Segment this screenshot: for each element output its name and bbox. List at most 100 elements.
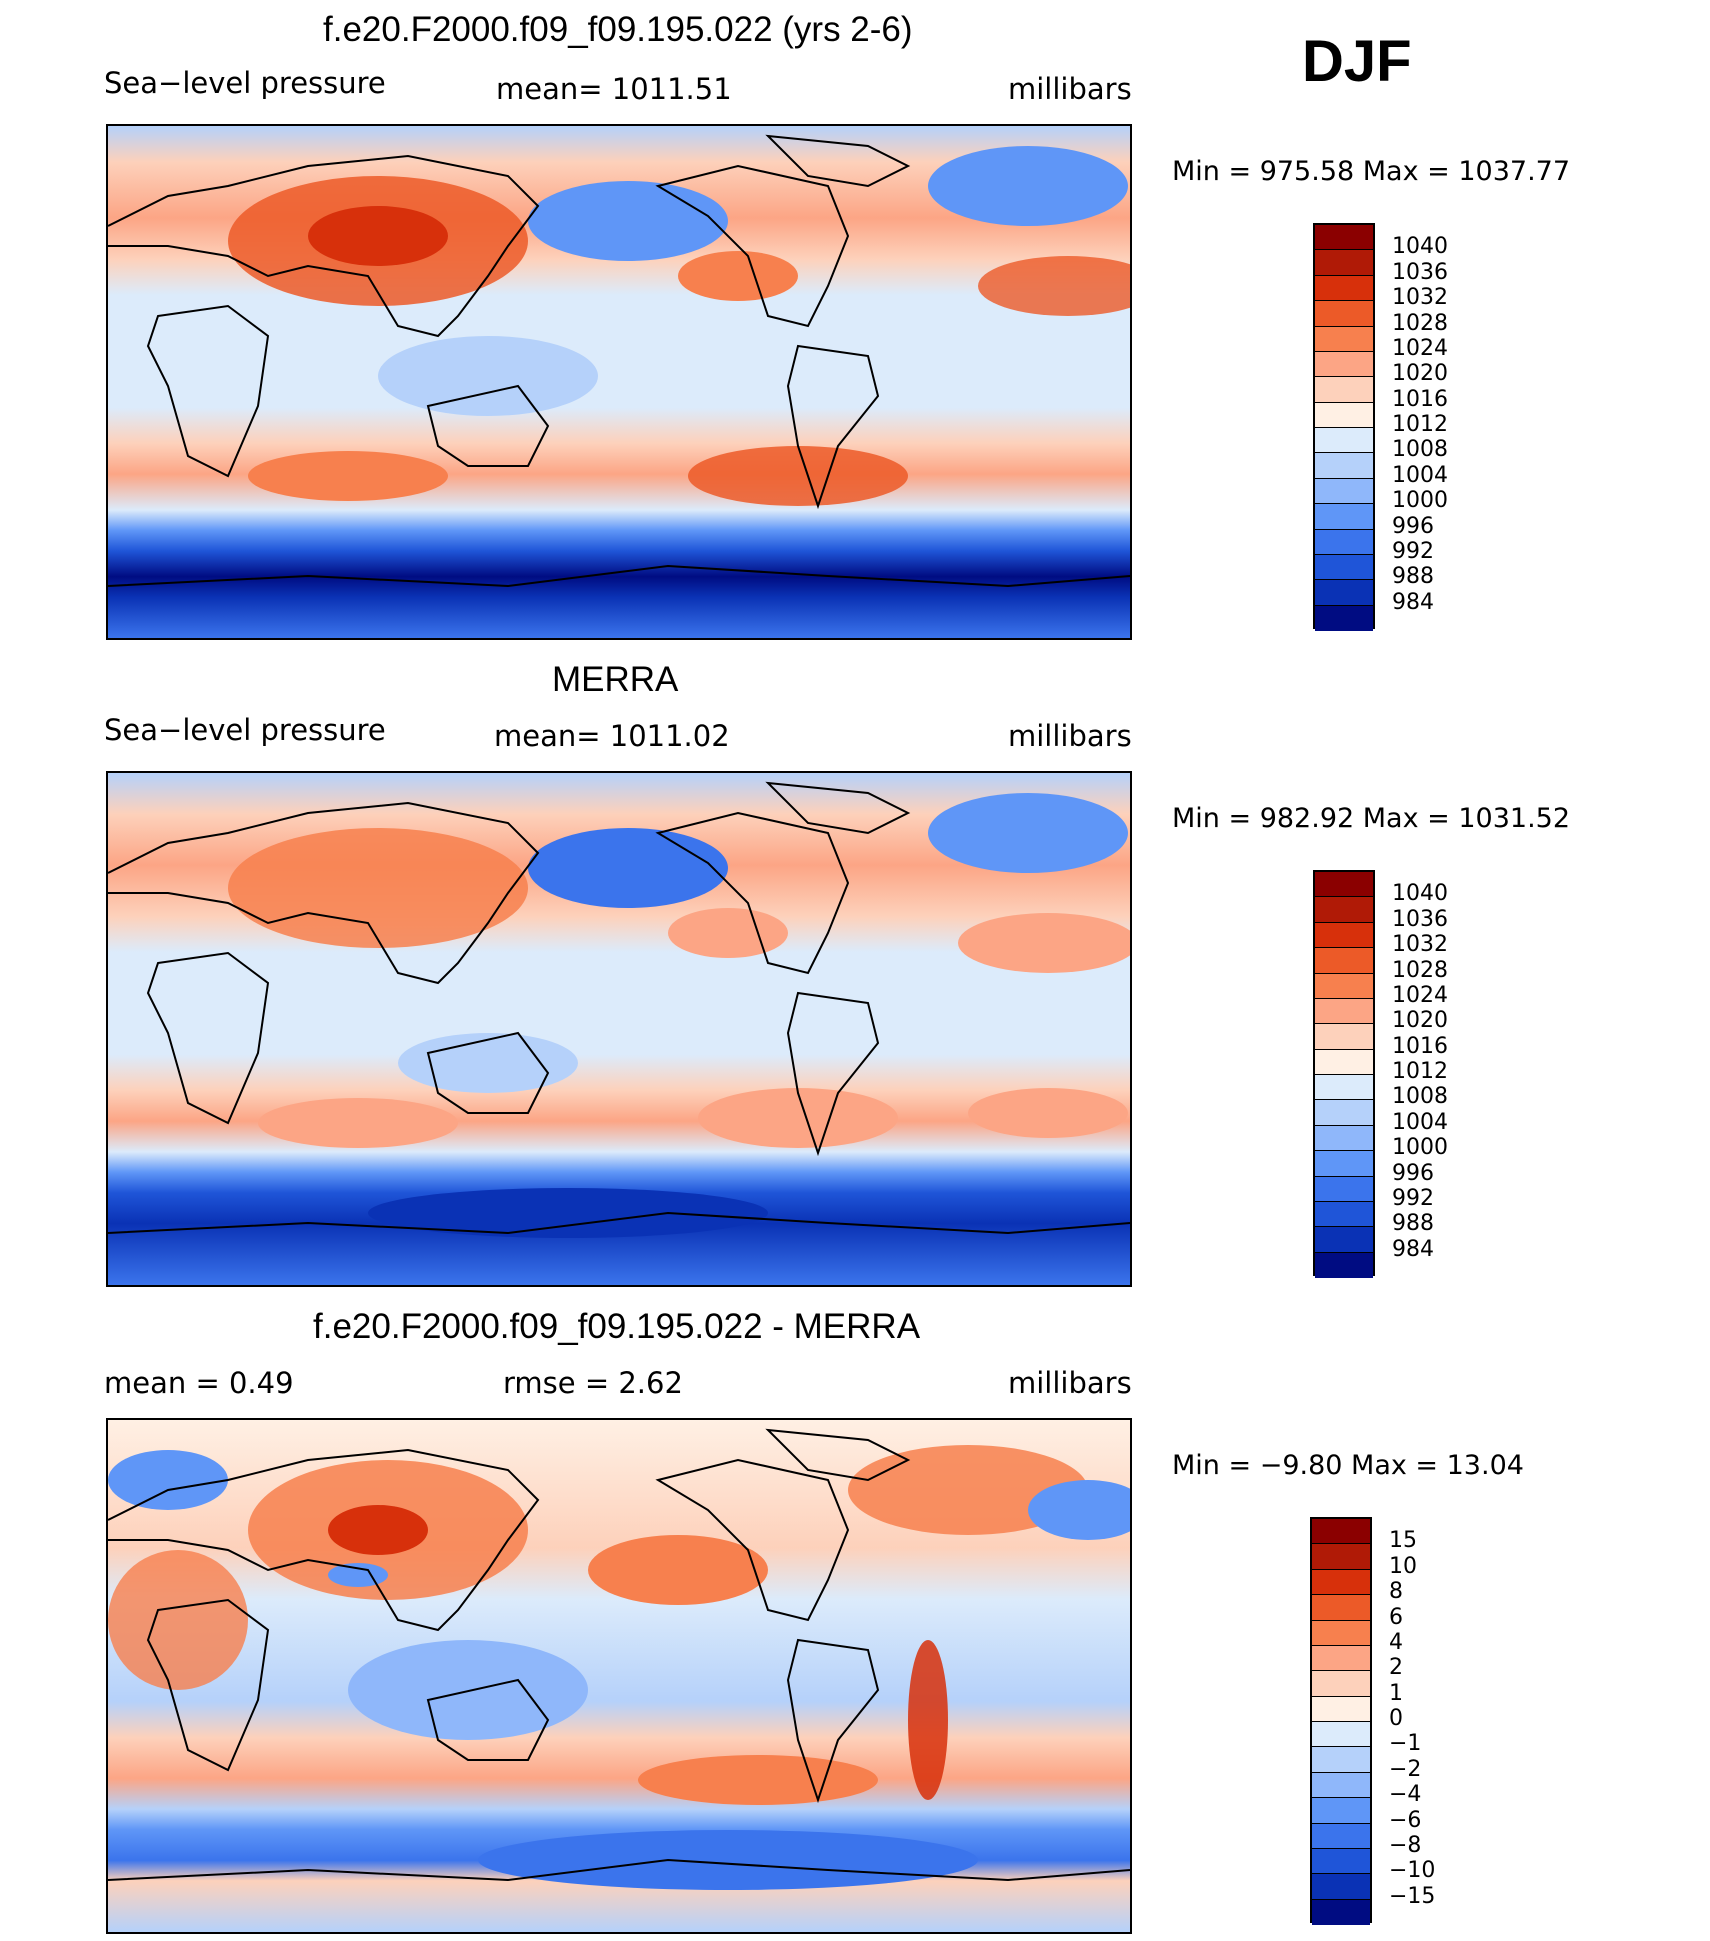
colorbar-box <box>1315 605 1373 631</box>
panel-3-map <box>106 1418 1132 1934</box>
colorbar-level-label: 1020 <box>1392 1008 1448 1034</box>
colorbar-box <box>1312 1798 1370 1824</box>
colorbar-level-label: −10 <box>1389 1858 1436 1884</box>
colorbar-level-label: 1012 <box>1392 412 1448 437</box>
colorbar-level-label: 15 <box>1389 1528 1417 1554</box>
panel-3-south-pacific-positive <box>638 1755 878 1805</box>
panel-1-colorbar <box>1313 223 1375 631</box>
colorbar-level-label: 1008 <box>1392 1084 1448 1110</box>
panel-1-pacific-high <box>678 251 798 301</box>
panel-3-mean-label: mean = 0.49 <box>104 1366 294 1400</box>
colorbar-level-label: −4 <box>1389 1782 1422 1808</box>
colorbar-level-label: 1028 <box>1392 957 1448 983</box>
panel-3-indian-negative <box>348 1640 588 1740</box>
colorbar-level-label: −15 <box>1389 1883 1436 1909</box>
colorbar-level-label: 4 <box>1389 1629 1403 1655</box>
panel-2-antarctic-low <box>368 1188 768 1238</box>
panel-2-map <box>106 771 1132 1287</box>
panel-1-title: f.e20.F2000.f09_f09.195.022 (yrs 2-6) <box>323 10 913 49</box>
colorbar-level-label: 996 <box>1392 513 1434 539</box>
panel-1-map <box>106 124 1132 640</box>
panel-2-coastlines <box>108 781 1130 1235</box>
panel-3-north-atlantic-negative <box>1028 1480 1130 1540</box>
panel-1-sh-high-2 <box>688 446 908 506</box>
colorbar-box <box>1315 275 1373 302</box>
colorbar-level-label: 1036 <box>1392 906 1448 932</box>
panel-1-icelandic-low <box>928 146 1128 226</box>
colorbar-level-label: 1040 <box>1392 881 1448 907</box>
panel-1-mean-label: mean= 1011.51 <box>496 72 732 106</box>
colorbar-level-label: 1032 <box>1392 932 1448 958</box>
colorbar-level-label: 1016 <box>1392 1033 1448 1059</box>
colorbar-level-label: 8 <box>1389 1579 1403 1605</box>
colorbar-level-label: −1 <box>1389 1731 1422 1757</box>
colorbar-level-label: 1004 <box>1392 1109 1448 1135</box>
colorbar-box <box>1315 948 1373 974</box>
colorbar-level-label: 2 <box>1389 1655 1403 1681</box>
colorbar-box <box>1312 1696 1370 1722</box>
colorbar-level-label: 984 <box>1392 1236 1434 1262</box>
panel-3-africa-positive <box>108 1550 248 1690</box>
panel-1-units-label: millibars <box>1008 72 1132 106</box>
colorbar-level-label: 1032 <box>1392 285 1448 311</box>
colorbar-box <box>1315 1024 1373 1050</box>
panel-2-sh-high-1 <box>258 1098 458 1148</box>
colorbar-box <box>1315 1125 1373 1152</box>
colorbar-box <box>1315 998 1373 1025</box>
panel-3-arctic-positive <box>848 1445 1088 1535</box>
colorbar-level-label: 0 <box>1389 1706 1403 1731</box>
colorbar-box <box>1315 1227 1373 1253</box>
colorbar-level-label: 1028 <box>1392 310 1448 336</box>
colorbar-box <box>1312 1595 1370 1621</box>
panel-1-azores-high <box>978 256 1130 316</box>
colorbar-box <box>1312 1519 1370 1545</box>
panel-2-title: MERRA <box>552 660 679 699</box>
colorbar-level-label: −6 <box>1389 1807 1422 1833</box>
colorbar-level-label: 984 <box>1392 589 1434 615</box>
panel-2-aleutian-low <box>528 828 728 908</box>
colorbar-box <box>1312 1823 1370 1849</box>
panel-3-andes-positive <box>908 1640 948 1800</box>
colorbar-level-label: 10 <box>1389 1553 1417 1579</box>
colorbar-level-label: 1016 <box>1392 386 1448 412</box>
colorbar-level-label: 1008 <box>1392 437 1448 463</box>
colorbar-box <box>1315 453 1373 479</box>
panel-3-tibet-negative <box>328 1563 388 1587</box>
season-label: DJF <box>1302 29 1412 94</box>
panel-1-coastlines <box>108 134 1130 588</box>
panel-2-siberian-high <box>228 828 528 948</box>
panel-3-europe-negative <box>108 1450 228 1510</box>
panel-3-southern-negative <box>478 1830 978 1890</box>
colorbar-level-label: 1020 <box>1392 361 1448 387</box>
panel-1-warm-pool-low <box>378 336 598 416</box>
panel-2-azores-high <box>958 913 1130 973</box>
colorbar-box <box>1312 1722 1370 1748</box>
panel-2-mean-label: mean= 1011.02 <box>494 719 730 753</box>
colorbar-box <box>1315 922 1373 949</box>
colorbar-level-label: 1036 <box>1392 259 1448 285</box>
panel-3-north-pacific-positive <box>588 1535 768 1605</box>
colorbar-box <box>1315 1176 1373 1202</box>
colorbar-box <box>1315 225 1373 251</box>
panel-2-pacific-high <box>668 908 788 958</box>
colorbar-level-label: 988 <box>1392 1211 1434 1237</box>
panel-2-colorbar <box>1313 870 1375 1278</box>
colorbar-box <box>1315 1075 1373 1101</box>
colorbar-box <box>1312 1671 1370 1697</box>
panel-1-minmax: Min = 975.58 Max = 1037.77 <box>1172 156 1571 187</box>
colorbar-box <box>1315 250 1373 276</box>
colorbar-box <box>1315 580 1373 606</box>
colorbar-box <box>1315 1100 1373 1126</box>
colorbar-level-label: 992 <box>1392 538 1434 564</box>
colorbar-box <box>1315 428 1373 454</box>
colorbar-box <box>1315 351 1373 378</box>
panel-3-minmax: Min = −9.80 Max = 13.04 <box>1172 1450 1524 1481</box>
panel-1-aleutian-low <box>528 181 728 261</box>
panel-3-asia-core <box>328 1505 428 1555</box>
colorbar-box <box>1312 1848 1370 1875</box>
colorbar-level-label: 988 <box>1392 564 1434 590</box>
colorbar-level-label: 1000 <box>1392 1135 1448 1161</box>
panel-1-siberian-high-core <box>308 206 448 266</box>
colorbar-level-label: −8 <box>1389 1832 1422 1858</box>
colorbar-box <box>1315 1201 1373 1228</box>
